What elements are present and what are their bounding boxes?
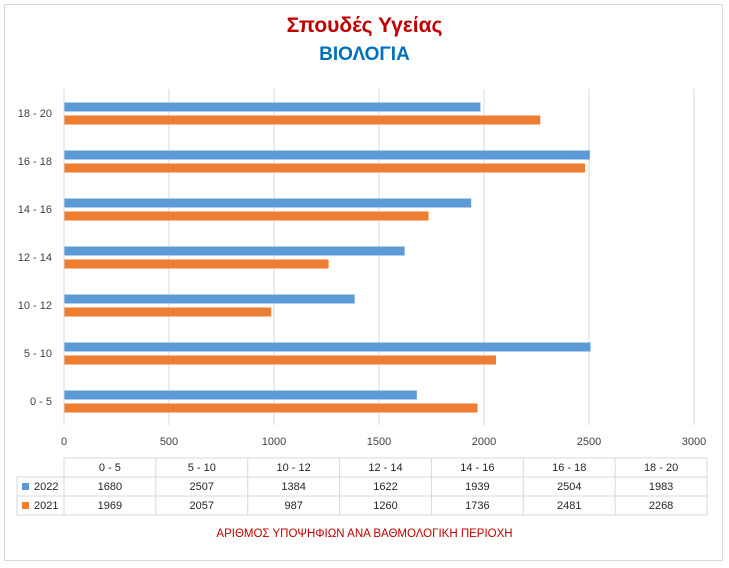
table-value-cell: 1384 <box>281 481 305 493</box>
table-header-cell: 5 - 10 <box>188 462 216 474</box>
table-value-cell: 2507 <box>190 481 214 493</box>
table-value-cell: 1969 <box>98 500 122 512</box>
bar-2022 <box>64 198 472 208</box>
bar-2022 <box>64 390 417 400</box>
table-header-cell: 18 - 20 <box>644 462 678 474</box>
x-tick-label: 3000 <box>682 436 706 448</box>
table-value-cell: 1983 <box>649 481 673 493</box>
chart-footer-caption: ΑΡΙΘΜΟΣ ΥΠΟΨΗΦΙΩΝ ΑΝΑ ΒΑΘΜΟΛΟΓΙΚΗ ΠΕΡΙΟΧ… <box>216 528 513 540</box>
bar-2021 <box>64 259 329 269</box>
bar-2021 <box>64 403 478 413</box>
table-header-cell: 10 - 12 <box>277 462 311 474</box>
table-header-cell: 0 - 5 <box>99 462 121 474</box>
table-header-cell: 16 - 18 <box>552 462 586 474</box>
x-tick-label: 500 <box>160 436 178 448</box>
table-value-cell: 1622 <box>373 481 397 493</box>
table-value-cell: 987 <box>284 500 302 512</box>
y-category-label: 10 - 12 <box>18 300 52 312</box>
legend-swatch-2021 <box>22 502 29 509</box>
bar-2021 <box>64 355 496 365</box>
table-value-cell: 2057 <box>190 500 214 512</box>
y-category-label: 5 - 10 <box>24 348 52 360</box>
bar-2021 <box>64 163 586 173</box>
bar-2021 <box>64 211 429 221</box>
chart-frame <box>4 4 723 561</box>
y-category-label: 12 - 14 <box>18 252 52 264</box>
legend-label-2022: 2022 <box>34 481 58 493</box>
bar-2021 <box>64 115 541 125</box>
table-value-cell: 2268 <box>649 500 673 512</box>
bar-2022 <box>64 294 355 304</box>
table-value-cell: 1260 <box>373 500 397 512</box>
table-value-cell: 2481 <box>557 500 581 512</box>
y-category-label: 14 - 16 <box>18 204 52 216</box>
table-header-cell: 14 - 16 <box>460 462 494 474</box>
table-value-cell: 1736 <box>465 500 489 512</box>
table-value-cell: 1680 <box>98 481 122 493</box>
table-header-cell: 12 - 14 <box>368 462 402 474</box>
chart-subtitle: ΒΙΟΛΟΓΙΑ <box>319 44 410 65</box>
legend-swatch-2022 <box>22 483 29 490</box>
x-tick-label: 2000 <box>472 436 496 448</box>
chart-title: Σπουδές Υγείας <box>286 14 443 37</box>
table-value-cell: 2504 <box>557 481 581 493</box>
x-tick-label: 1000 <box>262 436 286 448</box>
bar-2022 <box>64 102 481 112</box>
x-tick-label: 0 <box>61 436 67 448</box>
legend-label-2021: 2021 <box>34 500 58 512</box>
x-tick-label: 2500 <box>577 436 601 448</box>
y-category-label: 0 - 5 <box>30 396 52 408</box>
bar-2021 <box>64 307 272 317</box>
bar-2022 <box>64 342 591 352</box>
y-category-label: 18 - 20 <box>18 108 52 120</box>
table-value-cell: 1939 <box>465 481 489 493</box>
bar-2022 <box>64 246 405 256</box>
bar-2022 <box>64 150 590 160</box>
x-tick-label: 1500 <box>367 436 391 448</box>
y-category-label: 16 - 18 <box>18 156 52 168</box>
